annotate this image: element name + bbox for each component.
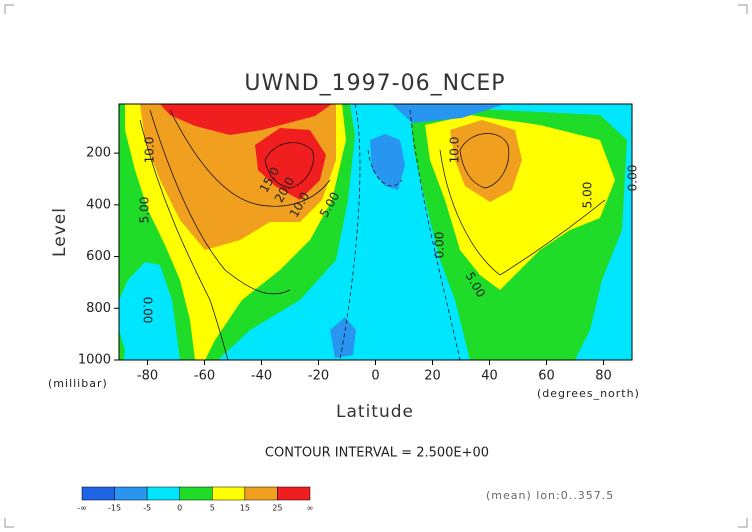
x-tick-label: 20 [424, 369, 441, 384]
colorbar-swatch [179, 486, 213, 501]
plot-area [118, 103, 633, 361]
colorbar-label: 25 [272, 504, 282, 513]
x-tick-label: 0 [371, 369, 379, 384]
colorbar-swatch [212, 486, 246, 501]
colorbar-label: -15 [108, 504, 121, 513]
contour-label: 0.00 [141, 297, 155, 324]
x-unit: (degrees_north) [537, 387, 640, 400]
y-tick-label: 1000 [78, 353, 111, 368]
contour-label: 10.0 [448, 137, 462, 164]
footnote: (mean) lon:0..357.5 [486, 489, 614, 502]
x-tick-label: -40 [251, 369, 272, 384]
corner-marks [4, 4, 748, 528]
red-regions [160, 104, 332, 200]
x-tick-label: 40 [481, 369, 498, 384]
colorbar-label: -∞ [77, 504, 87, 513]
x-axis-label: Latitude [336, 402, 414, 422]
contour-label: 5.00 [138, 197, 152, 224]
contour-label: 5.00 [581, 182, 595, 209]
colorbar-swatch [146, 486, 180, 501]
blue-regions [330, 104, 505, 358]
colorbar-swatch [277, 486, 311, 501]
contour-interval: CONTOUR INTERVAL = 2.500E+00 [265, 446, 489, 461]
contour-label: 10.0 [143, 137, 157, 164]
y-axis-label: Level [50, 207, 70, 257]
colorbar-label: -5 [143, 504, 151, 513]
colorbar-label: 0 [177, 504, 182, 513]
contour-lines [139, 103, 606, 361]
colorbar-swatch [81, 486, 115, 501]
colorbar-label: 15 [240, 504, 250, 513]
colorbar-swatch [114, 486, 148, 501]
contour-label: 0.00 [626, 165, 640, 192]
x-tick-label: -60 [194, 369, 215, 384]
x-tick-label: 80 [595, 369, 612, 384]
x-tick-label: 60 [538, 369, 555, 384]
contour-label: 0.00 [433, 232, 447, 259]
colorbar-swatch [244, 486, 278, 501]
colorbar-label: ∞ [307, 504, 314, 513]
chart-title: UWND_1997-06_NCEP [244, 71, 505, 96]
y-tick-label: 400 [86, 197, 111, 212]
y-tick-label: 800 [86, 301, 111, 316]
x-tick-label: -80 [137, 369, 158, 384]
y-unit: (millibar) [48, 377, 108, 390]
y-tick-label: 600 [86, 249, 111, 264]
x-tick-label: -20 [308, 369, 329, 384]
colorbar-label: 5 [210, 504, 215, 513]
y-tick-label: 200 [86, 146, 111, 161]
